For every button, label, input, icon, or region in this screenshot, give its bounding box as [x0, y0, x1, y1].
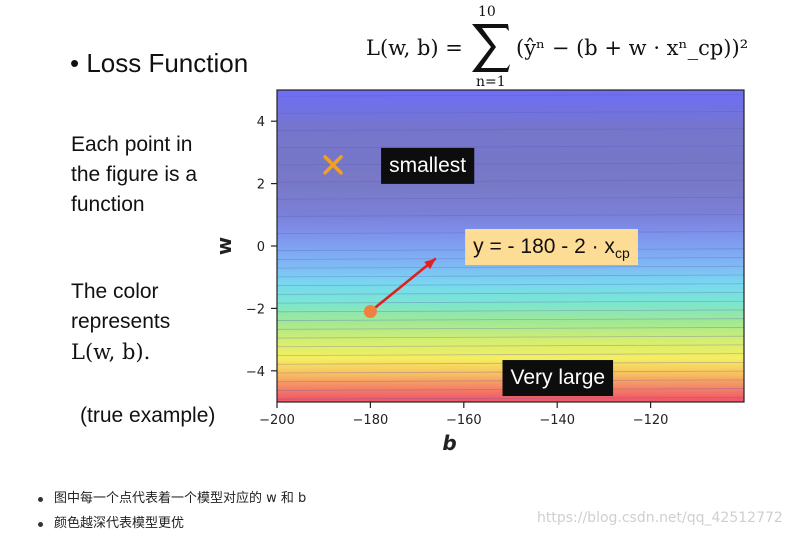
side-text-line: Each point in	[71, 133, 193, 156]
contour-line	[276, 274, 745, 278]
y-axis-label: w	[215, 237, 236, 255]
formula-lhs: L(w, b) =	[366, 36, 463, 60]
contour-line	[276, 283, 745, 287]
x-tick-label: −200	[259, 413, 295, 428]
side-text-formula: L(w, b).	[71, 340, 151, 364]
contour-line	[276, 318, 745, 321]
annotation-background	[502, 360, 614, 397]
y-tick-label: 2	[257, 178, 265, 193]
formula-sum-upper: 10	[478, 4, 496, 20]
contour-line	[276, 327, 745, 330]
list-item: 图中每一个点代表着一个模型对应的 w 和 b	[34, 488, 306, 513]
x-axis: −200 −180 −160 −140 −120	[259, 402, 668, 428]
true-example-label: (true example)	[80, 404, 216, 427]
contour-line	[276, 145, 745, 149]
watermark: https://blog.csdn.net/qq_42512772	[537, 510, 783, 526]
annotation-label: smallest	[389, 154, 466, 177]
contour-line	[276, 179, 745, 183]
annotation-y-box: y = - 180 - 2 · xcp	[465, 229, 638, 265]
side-text-line: the figure is a	[71, 163, 198, 186]
x-tick-label: −160	[446, 413, 482, 428]
x-tick-label: −140	[539, 413, 575, 428]
notes-list: 图中每一个点代表着一个模型对应的 w 和 b 颜色越深代表模型更优	[34, 488, 306, 538]
contour-lines	[276, 93, 745, 400]
x-axis-label: b	[442, 431, 456, 455]
contour-line	[276, 111, 745, 114]
contour-line	[276, 300, 745, 304]
formula-sum-lower: n=1	[476, 74, 506, 90]
annotation-arrow	[369, 257, 437, 313]
annotation-label: Very large	[511, 366, 606, 389]
side-text-point: Each point in the figure is a function	[71, 130, 197, 220]
annotations: smallest y = - 180 - 2 · xcp Very large	[323, 147, 638, 397]
y-tick-label: −2	[246, 302, 265, 317]
minimum-x-icon	[323, 155, 343, 175]
sigma-icon	[472, 24, 510, 72]
contour-line	[276, 309, 745, 313]
contour-line	[276, 162, 745, 166]
side-text-color: The color represents L(w, b).	[71, 277, 170, 367]
y-tick-label: −4	[246, 365, 265, 380]
side-text-line: represents	[71, 310, 171, 333]
annotation-very-box: Very large	[502, 360, 614, 397]
contour-line	[276, 93, 745, 97]
contour-line	[276, 196, 745, 200]
x-tick-label: −120	[633, 413, 669, 428]
contour-line	[276, 128, 745, 131]
annotation-subscript: cp	[615, 245, 630, 261]
slide-heading: • Loss Function	[70, 48, 249, 78]
example-point-marker	[363, 305, 377, 319]
annotation-background	[381, 147, 475, 184]
y-axis: −4 −2 0 2 4	[246, 115, 277, 380]
contour-line	[276, 344, 745, 348]
x-tick-label: −180	[353, 413, 389, 428]
side-text-line: function	[71, 193, 145, 216]
contour-line	[276, 214, 745, 217]
loss-heatmap: −200 −180 −160 −140 −120 −4 −2 0 2 4 b w smalles…	[215, 89, 745, 455]
loss-formula: L(w, b) = 10 n=1 (ŷⁿ − (b + w · xⁿ_cp))²	[366, 4, 748, 90]
formula-body: (ŷⁿ − (b + w · xⁿ_cp))²	[516, 36, 748, 60]
contour-line	[276, 265, 745, 269]
contour-line	[276, 292, 745, 295]
contour-line	[276, 353, 745, 356]
y-tick-label: 4	[257, 115, 265, 130]
contour-line	[276, 335, 745, 339]
contour-line	[276, 396, 745, 400]
y-tick-label: 0	[257, 240, 265, 255]
annotation-smallest-box: smallest	[381, 147, 475, 184]
annotation-background	[465, 229, 638, 265]
annotation-label: y = - 180 - 2 · xcp	[473, 235, 630, 261]
arrow-head-icon	[424, 258, 436, 270]
list-item: 颜色越深代表模型更优	[34, 513, 306, 538]
side-text-line: The color	[71, 280, 159, 303]
